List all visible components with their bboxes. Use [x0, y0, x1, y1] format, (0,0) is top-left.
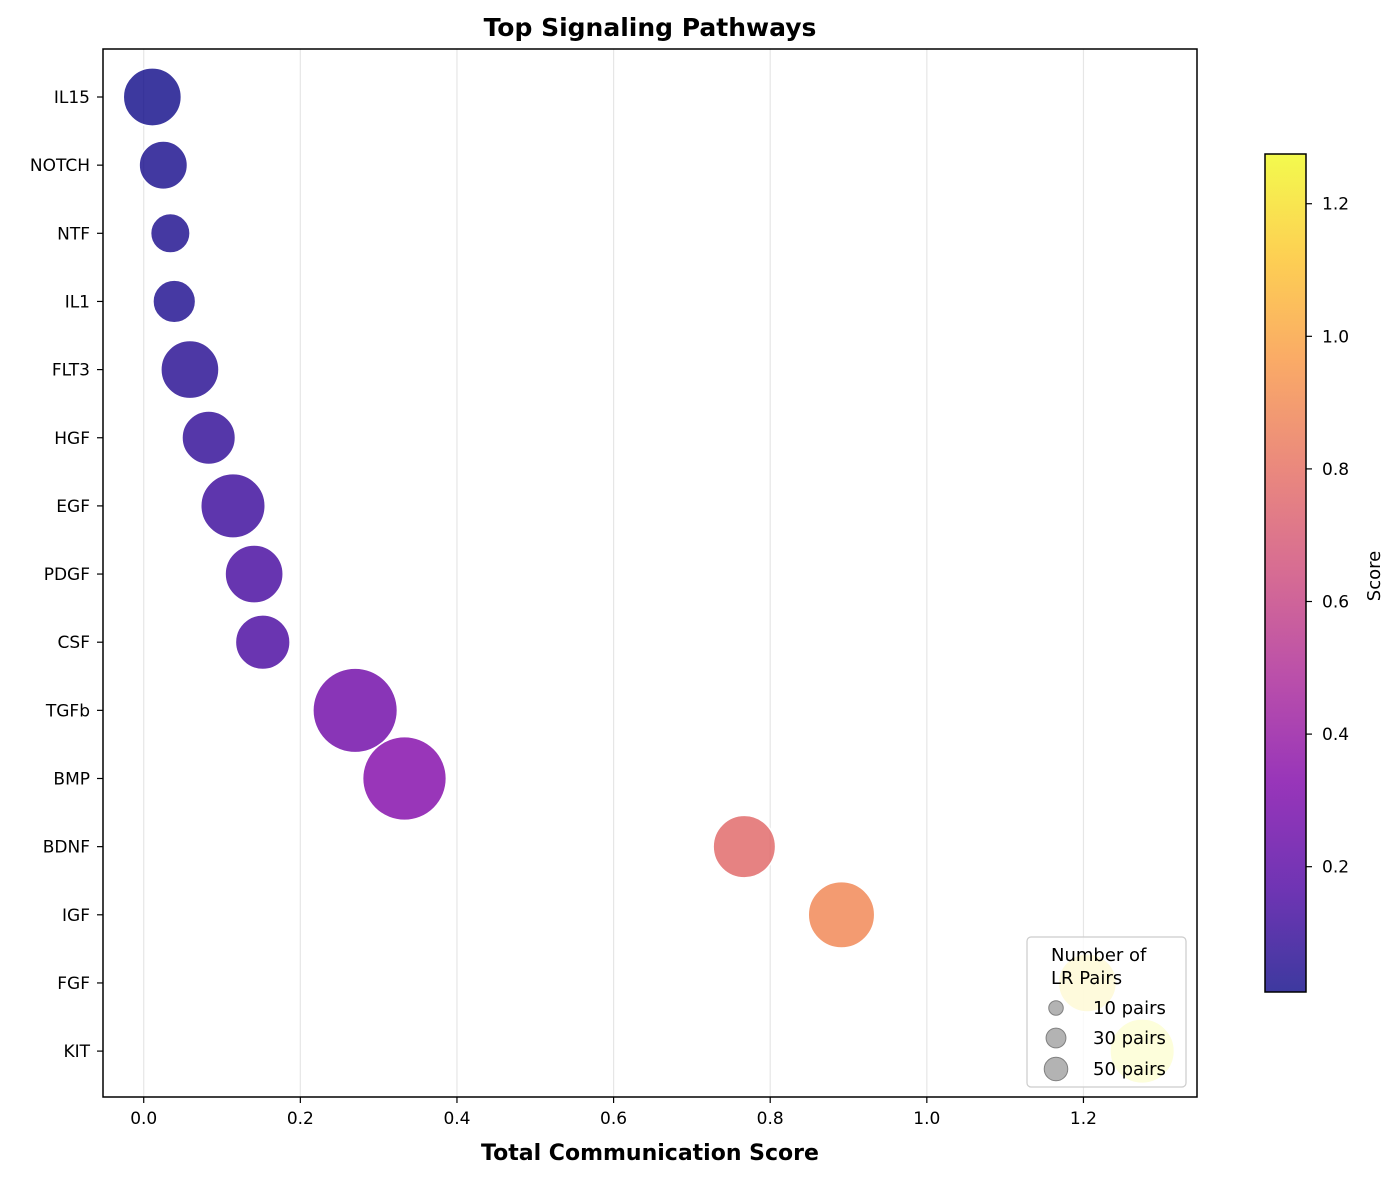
data-point-il15: [122, 67, 183, 127]
colorbar-tick-label: 1.0: [1322, 327, 1349, 347]
legend-marker: [1043, 1056, 1069, 1082]
colorbar-tick-label: 0.2: [1322, 858, 1349, 878]
y-tick-label: IL1: [65, 292, 90, 312]
y-tick-label: EGF: [56, 497, 90, 517]
y-axis: IL15 NOTCH NTF IL1 FLT3 HGF EGF PDGF CSF TGFb BMP B…: [30, 88, 103, 1062]
x-tick-label: 1.0: [913, 1109, 940, 1129]
chart-title: Top Signaling Pathways: [484, 13, 817, 42]
data-point-egf: [200, 472, 266, 539]
data-point-il1: [152, 279, 197, 324]
x-tick-label: 0.6: [600, 1109, 627, 1129]
x-axis: 0.0 0.2 0.4 0.6 0.8 1.0 1.2: [130, 1097, 1097, 1129]
x-tick-label: 0.4: [443, 1109, 470, 1129]
x-tick-label: 1.2: [1070, 1109, 1097, 1129]
colorbar-label: Score: [1364, 551, 1385, 601]
legend-marker: [1048, 1000, 1064, 1016]
y-tick-label: BDNF: [43, 838, 90, 858]
data-point-igf: [807, 880, 876, 949]
colorbar-tick-label: 0.4: [1322, 725, 1349, 745]
data-point-tgfb: [312, 667, 399, 754]
y-tick-label: NOTCH: [30, 156, 90, 176]
y-tick-label: NTF: [57, 224, 90, 244]
legend-label: 50 pairs: [1093, 1059, 1166, 1080]
data-point-bdnf: [712, 814, 777, 879]
data-point-csf: [234, 614, 291, 671]
data-point-notch: [138, 140, 189, 191]
y-tick-label: CSF: [58, 633, 90, 653]
y-tick-label: KIT: [63, 1042, 90, 1062]
y-tick-label: FLT3: [52, 361, 90, 381]
x-axis-title: Total Communication Score: [481, 1141, 819, 1166]
data-point-flt3: [160, 339, 220, 400]
y-tick-label: IGF: [62, 906, 90, 926]
data-point-hgf: [181, 410, 237, 466]
data-point-pdgf: [224, 544, 284, 604]
colorbar: 0.2 0.4 0.6 0.8 1.0 1.2 Score: [1264, 153, 1385, 993]
colorbar-tick-label: 0.6: [1322, 593, 1349, 613]
legend-label: 10 pairs: [1093, 998, 1166, 1019]
y-tick-label: IL15: [54, 88, 90, 108]
x-tick-label: 0.8: [757, 1109, 784, 1129]
y-tick-label: HGF: [54, 429, 90, 449]
legend-label: 30 pairs: [1093, 1028, 1166, 1049]
colorbar-gradient: [1264, 153, 1307, 993]
data-points: [122, 67, 1176, 1085]
y-tick-label: BMP: [53, 770, 90, 790]
legend-title-line-1: Number of: [1051, 945, 1147, 966]
size-legend: Number of LR Pairs 10 pairs 30 pairs 50 pa…: [1026, 936, 1187, 1088]
x-tick-label: 0.2: [287, 1109, 314, 1129]
colorbar-tick-label: 0.8: [1322, 460, 1349, 480]
x-grid: [143, 49, 1085, 1097]
data-point-bmp: [361, 735, 448, 822]
legend-box: [1026, 936, 1187, 1088]
y-tick-label: PDGF: [44, 565, 90, 585]
colorbar-tick-label: 1.2: [1322, 195, 1349, 215]
x-tick-label: 0.0: [130, 1109, 157, 1129]
y-tick-label: FGF: [57, 974, 90, 994]
legend-title-line-2: LR Pairs: [1051, 968, 1122, 989]
data-point-ntf: [149, 212, 191, 254]
plot-frame: [102, 48, 1198, 1098]
y-tick-label: TGFb: [45, 701, 90, 721]
legend-marker: [1045, 1027, 1067, 1049]
